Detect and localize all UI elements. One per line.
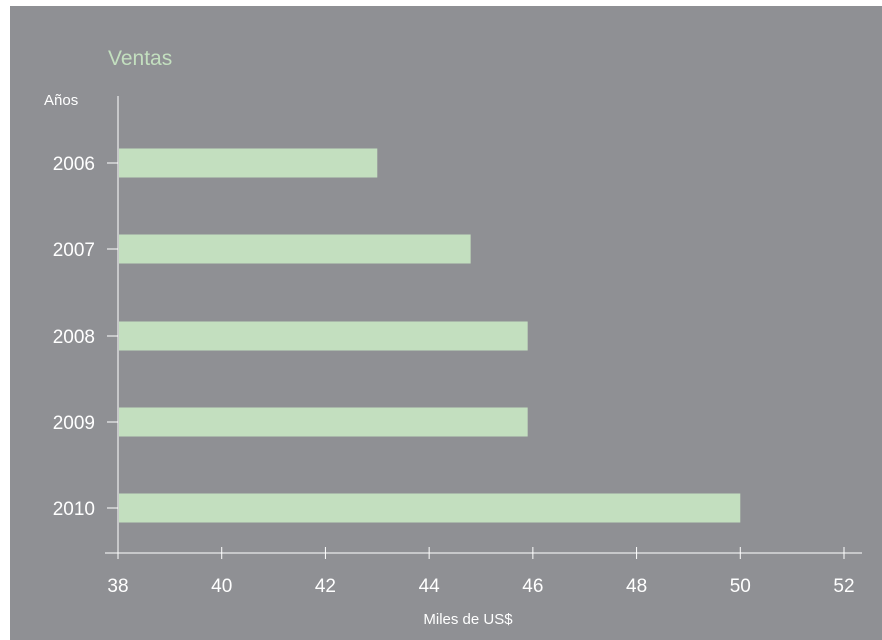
bar-chart: Ventas Años Miles de US$ 38 40 42 44 46 48 50 5… (44, 47, 862, 628)
x-tick-label: 38 (107, 576, 128, 597)
x-tick-label: 46 (522, 576, 543, 597)
bar-2008 (119, 321, 528, 351)
bar-2009 (119, 407, 528, 437)
bar-2006 (119, 148, 378, 178)
x-tick-label: 48 (626, 576, 647, 597)
x-tick-label: 42 (315, 576, 336, 597)
x-tick-label: 40 (211, 576, 232, 597)
chart-panel: Ventas Años Miles de US$ 38 40 42 44 46 48 50 5… (10, 6, 882, 640)
bars (119, 148, 741, 523)
x-axis-label: Miles de US$ (423, 611, 513, 628)
y-tick-label: 2008 (53, 327, 95, 348)
x-tick-label: 44 (419, 576, 441, 597)
bar-2010 (119, 493, 741, 523)
tick-labels: 38 40 42 44 46 48 50 52 2006 2007 2008 2009 2010 (53, 154, 855, 597)
y-tick-label: 2006 (53, 154, 95, 175)
axes (105, 96, 862, 559)
y-tick-label: 2009 (53, 413, 95, 434)
y-tick-label: 2010 (53, 499, 95, 520)
x-tick-label: 50 (730, 576, 751, 597)
y-tick-label: 2007 (53, 240, 95, 261)
chart-title: Ventas (108, 47, 172, 70)
y-axis-label: Años (44, 92, 78, 109)
bar-2007 (119, 234, 471, 264)
x-tick-label: 52 (833, 576, 854, 597)
